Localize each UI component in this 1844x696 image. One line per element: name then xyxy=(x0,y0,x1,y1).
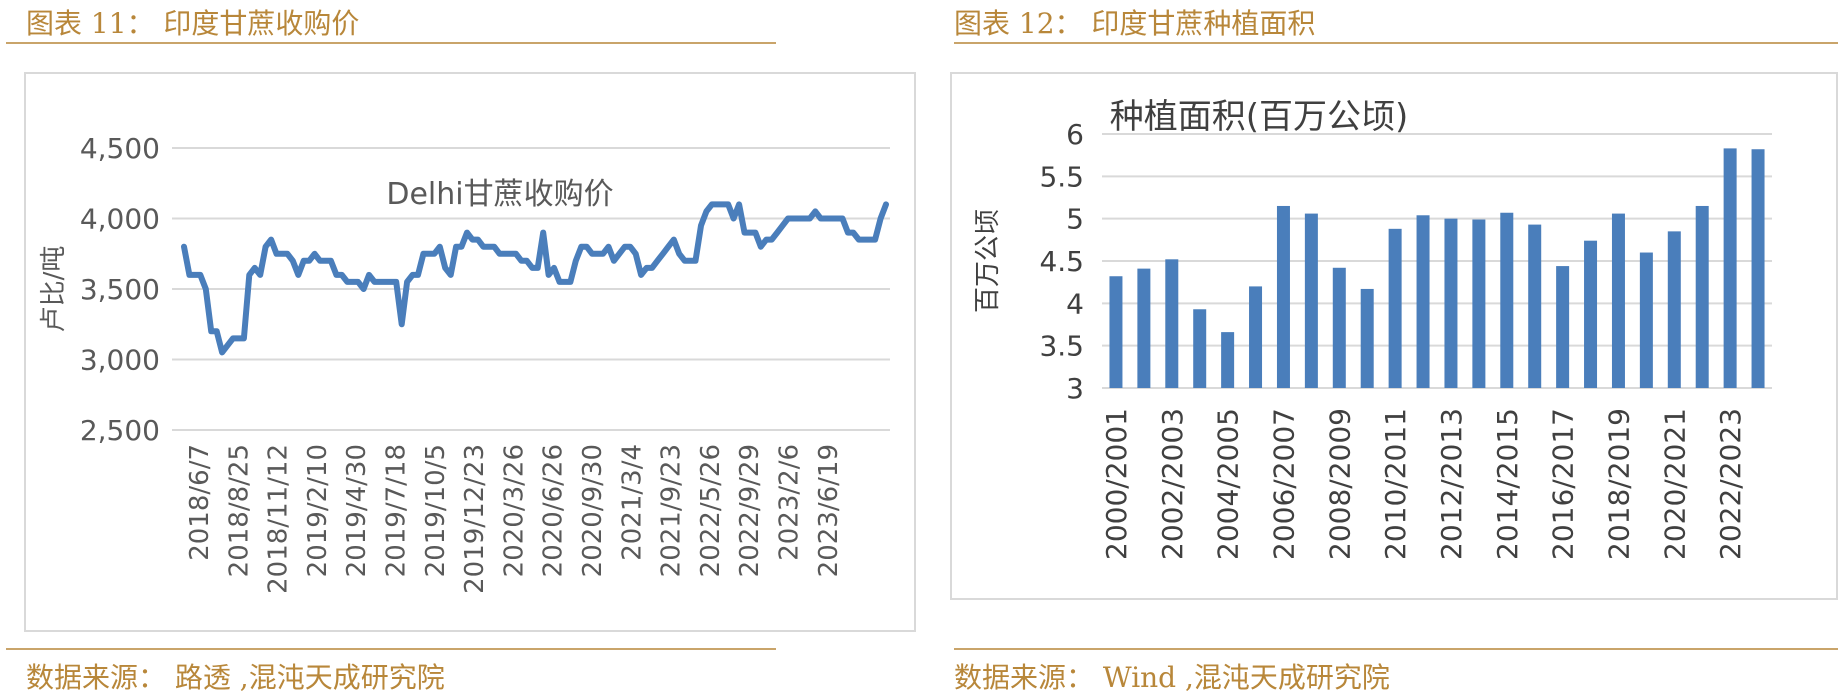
line-x-tick-label: 2020/6/26 xyxy=(539,444,569,577)
bar-2017/2018 xyxy=(1584,240,1598,388)
bar-2020/2021 xyxy=(1667,231,1681,388)
bar-2004/2005 xyxy=(1221,332,1235,388)
bar-2009/2010 xyxy=(1360,288,1374,388)
right-figure-title: 图表 12： 印度甘蔗种植面积 xyxy=(954,7,1316,40)
bar-2007/2008 xyxy=(1304,213,1318,388)
bar-x-tick-label: 2012/2013 xyxy=(1435,408,1468,560)
bar-2005/2006 xyxy=(1249,286,1263,388)
bar-y-tick-label: 6 xyxy=(1066,118,1084,151)
line-chart-y-axis-label: 卢比/吨 xyxy=(39,246,69,333)
bar-y-tick-label: 4 xyxy=(1066,287,1084,320)
bar-2015/2016 xyxy=(1528,224,1542,388)
left-figure-title: 图表 11： 印度甘蔗收购价 xyxy=(26,7,360,40)
line-chart: Delhi甘蔗收购价 2,500 3,000 3,500 4,000 4,500 卢比/… xyxy=(39,132,890,594)
bar-y-tick-label: 3 xyxy=(1066,372,1084,405)
line-y-tick-label: 4,000 xyxy=(80,203,160,236)
bar-chart-y-axis: 3 3.5 4 4.5 5 5.5 6 xyxy=(1039,118,1084,405)
bar-y-tick-label: 5.5 xyxy=(1039,160,1084,193)
line-y-tick-label: 2,500 xyxy=(80,414,160,447)
bar-2016/2017 xyxy=(1556,266,1570,388)
bar-2011/2012 xyxy=(1416,215,1430,388)
bar-2022/2023 xyxy=(1723,148,1737,388)
bar-chart-y-axis-label: 百万公顷 xyxy=(973,209,1003,313)
line-x-tick-label: 2023/2/6 xyxy=(775,444,805,561)
bar-x-tick-label: 2022/2023 xyxy=(1714,408,1747,560)
line-x-tick-label: 2022/5/26 xyxy=(696,444,726,577)
bar-x-tick-label: 2006/2007 xyxy=(1267,408,1300,560)
bar-2019/2020 xyxy=(1639,252,1653,388)
left-title-rule xyxy=(6,42,776,44)
bar-2006/2007 xyxy=(1276,205,1290,388)
bar-y-tick-label: 3.5 xyxy=(1039,330,1084,363)
line-x-tick-label: 2019/4/30 xyxy=(342,444,372,577)
bar-2001/2002 xyxy=(1137,268,1151,388)
bar-2010/2011 xyxy=(1388,228,1402,388)
line-chart-gridlines xyxy=(172,147,890,431)
bar-x-tick-label: 2010/2011 xyxy=(1379,408,1412,560)
line-series xyxy=(181,201,889,356)
line-y-tick-label: 4,500 xyxy=(80,132,160,165)
line-x-tick-label: 2019/7/18 xyxy=(382,444,412,577)
line-x-tick-label: 2021/9/23 xyxy=(657,444,687,577)
bar-2018/2019 xyxy=(1611,213,1625,388)
line-chart-title: Delhi甘蔗收购价 xyxy=(386,177,613,212)
bar-x-tick-label: 2004/2005 xyxy=(1212,408,1245,560)
bar-2002/2003 xyxy=(1165,259,1179,388)
bar-x-tick-label: 2002/2003 xyxy=(1156,408,1189,560)
bar-2014/2015 xyxy=(1500,212,1514,388)
bar-x-tick-label: 2018/2019 xyxy=(1602,408,1635,560)
line-x-tick-label: 2018/8/25 xyxy=(224,444,254,577)
bar-2012/2013 xyxy=(1444,218,1458,388)
bar-x-tick-label: 2000/2001 xyxy=(1100,408,1133,560)
bar-2003/2004 xyxy=(1193,309,1207,388)
line-x-tick-label: 2023/6/19 xyxy=(814,444,844,577)
line-x-tick-label: 2022/9/29 xyxy=(735,444,765,577)
bar-2021/2022 xyxy=(1695,205,1709,388)
right-title-rule xyxy=(954,42,1838,44)
line-y-tick-label: 3,000 xyxy=(80,344,160,377)
bar-2000/2001 xyxy=(1109,276,1123,388)
line-x-tick-label: 2018/11/12 xyxy=(264,444,294,594)
bar-chart-bars xyxy=(1109,148,1765,388)
line-x-tick-label: 2019/10/5 xyxy=(421,444,451,577)
line-chart-x-axis: 2018/6/7 2018/8/25 2018/11/12 2019/2/10 2019… xyxy=(185,444,844,594)
bar-chart-title: 种植面积(百万公顷) xyxy=(1110,97,1409,137)
line-x-tick-label: 2018/6/7 xyxy=(185,444,215,561)
left-source-rule xyxy=(6,648,776,650)
line-y-tick-label: 3,500 xyxy=(80,273,160,306)
bar-chart: 种植面积(百万公顷) 33.544.555.56 百万公顷 2000/2001 2… xyxy=(973,97,1772,560)
left-chart-frame: Delhi甘蔗收购价 2,500 3,000 3,500 4,000 4,500 卢比/… xyxy=(24,72,916,632)
bar-2013/2014 xyxy=(1472,219,1486,388)
line-chart-y-axis: 2,500 3,000 3,500 4,000 4,500 xyxy=(80,132,160,447)
line-x-tick-label: 2019/12/23 xyxy=(460,444,490,594)
bar-chart-gridlines xyxy=(1102,133,1772,389)
bar-x-tick-label: 2016/2017 xyxy=(1547,408,1580,560)
right-chart-frame: 种植面积(百万公顷) 3 3.5 4 4.5 5 5.5 6 百万公顷 2000/2001 2… xyxy=(950,72,1838,600)
right-source-rule xyxy=(954,648,1838,650)
bar-x-tick-label: 2008/2009 xyxy=(1323,408,1356,560)
line-x-tick-label: 2019/2/10 xyxy=(303,444,333,577)
left-data-source: 数据来源： 路透 ,混沌天成研究院 xyxy=(26,661,445,694)
bar-x-tick-label: 2020/2021 xyxy=(1658,408,1691,560)
line-x-tick-label: 2020/3/26 xyxy=(499,444,529,577)
bar-x-tick-label: 2014/2015 xyxy=(1491,408,1524,560)
right-data-source: 数据来源： Wind ,混沌天成研究院 xyxy=(954,661,1390,694)
bar-y-tick-label: 5 xyxy=(1066,203,1084,236)
bar-2008/2009 xyxy=(1332,267,1346,388)
bar-chart-x-axis: 2000/2001 2002/2003 2004/2005 2006/2007 2008… xyxy=(1100,408,1747,560)
line-x-tick-label: 2020/9/30 xyxy=(578,444,608,577)
bar-y-tick-label: 4.5 xyxy=(1039,245,1084,278)
line-x-tick-label: 2021/3/4 xyxy=(617,444,647,561)
bar-2023/2024 xyxy=(1751,149,1765,388)
